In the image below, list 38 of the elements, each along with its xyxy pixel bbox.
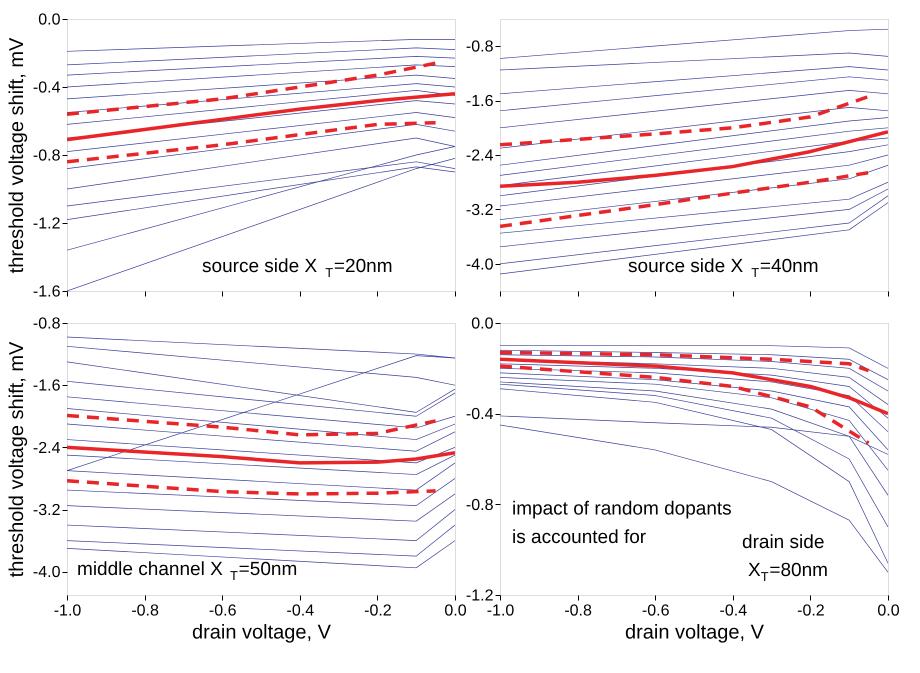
x-tick-label: 0.0 [877, 602, 900, 620]
annotation: is accounted for [512, 527, 647, 548]
y-tick-label: -2.4 [32, 440, 61, 457]
y-tick-label: -0.8 [32, 148, 61, 164]
y-axis-title: threshold voltage shift, mV [6, 37, 28, 274]
x-tick-label: 0.0 [444, 602, 467, 620]
x-tick-label: -0.2 [797, 602, 825, 620]
y-tick-label: -4.0 [32, 564, 61, 582]
x-axis-title: drain voltage, V [625, 622, 765, 644]
x-tick-label: -1.0 [486, 602, 514, 620]
x-tick-label: -0.6 [208, 602, 237, 620]
y-tick-label: -3.2 [32, 502, 61, 520]
y-tick-label: -1.6 [32, 284, 61, 300]
x-tick-label: -0.2 [364, 602, 392, 620]
y-tick-label: -1.6 [32, 378, 61, 395]
y-tick-label: 0.0 [38, 12, 61, 28]
y-tick-label: -1.2 [32, 216, 61, 232]
y-tick-label: -1.2 [466, 588, 494, 604]
y-tick-label: -2.4 [466, 148, 494, 164]
x-tick-label: -1.0 [54, 602, 82, 620]
y-axis-title: threshold voltage shift, mV [6, 341, 28, 578]
x-tick-label: -0.4 [720, 602, 748, 620]
annotation: drain side [742, 532, 824, 553]
x-tick-label: -0.6 [642, 602, 670, 620]
y-tick-label: -4.0 [466, 256, 494, 274]
y-tick-label: -0.4 [466, 406, 494, 424]
y-tick-label: -0.4 [32, 80, 61, 96]
annotation: impact of random dopants [512, 498, 732, 520]
y-tick-label: -0.8 [32, 316, 61, 332]
x-tick-label: -0.4 [286, 602, 314, 620]
y-tick-label: 0.0 [471, 316, 494, 332]
y-tick-label: -3.2 [466, 202, 494, 219]
x-axis-title: drain voltage, V [192, 622, 332, 644]
y-tick-label: -1.6 [466, 93, 494, 110]
y-tick-label: -0.8 [466, 38, 494, 56]
x-tick-label: -0.8 [564, 602, 592, 620]
y-tick-label: -0.8 [466, 496, 494, 514]
x-tick-label: -0.8 [131, 602, 159, 620]
